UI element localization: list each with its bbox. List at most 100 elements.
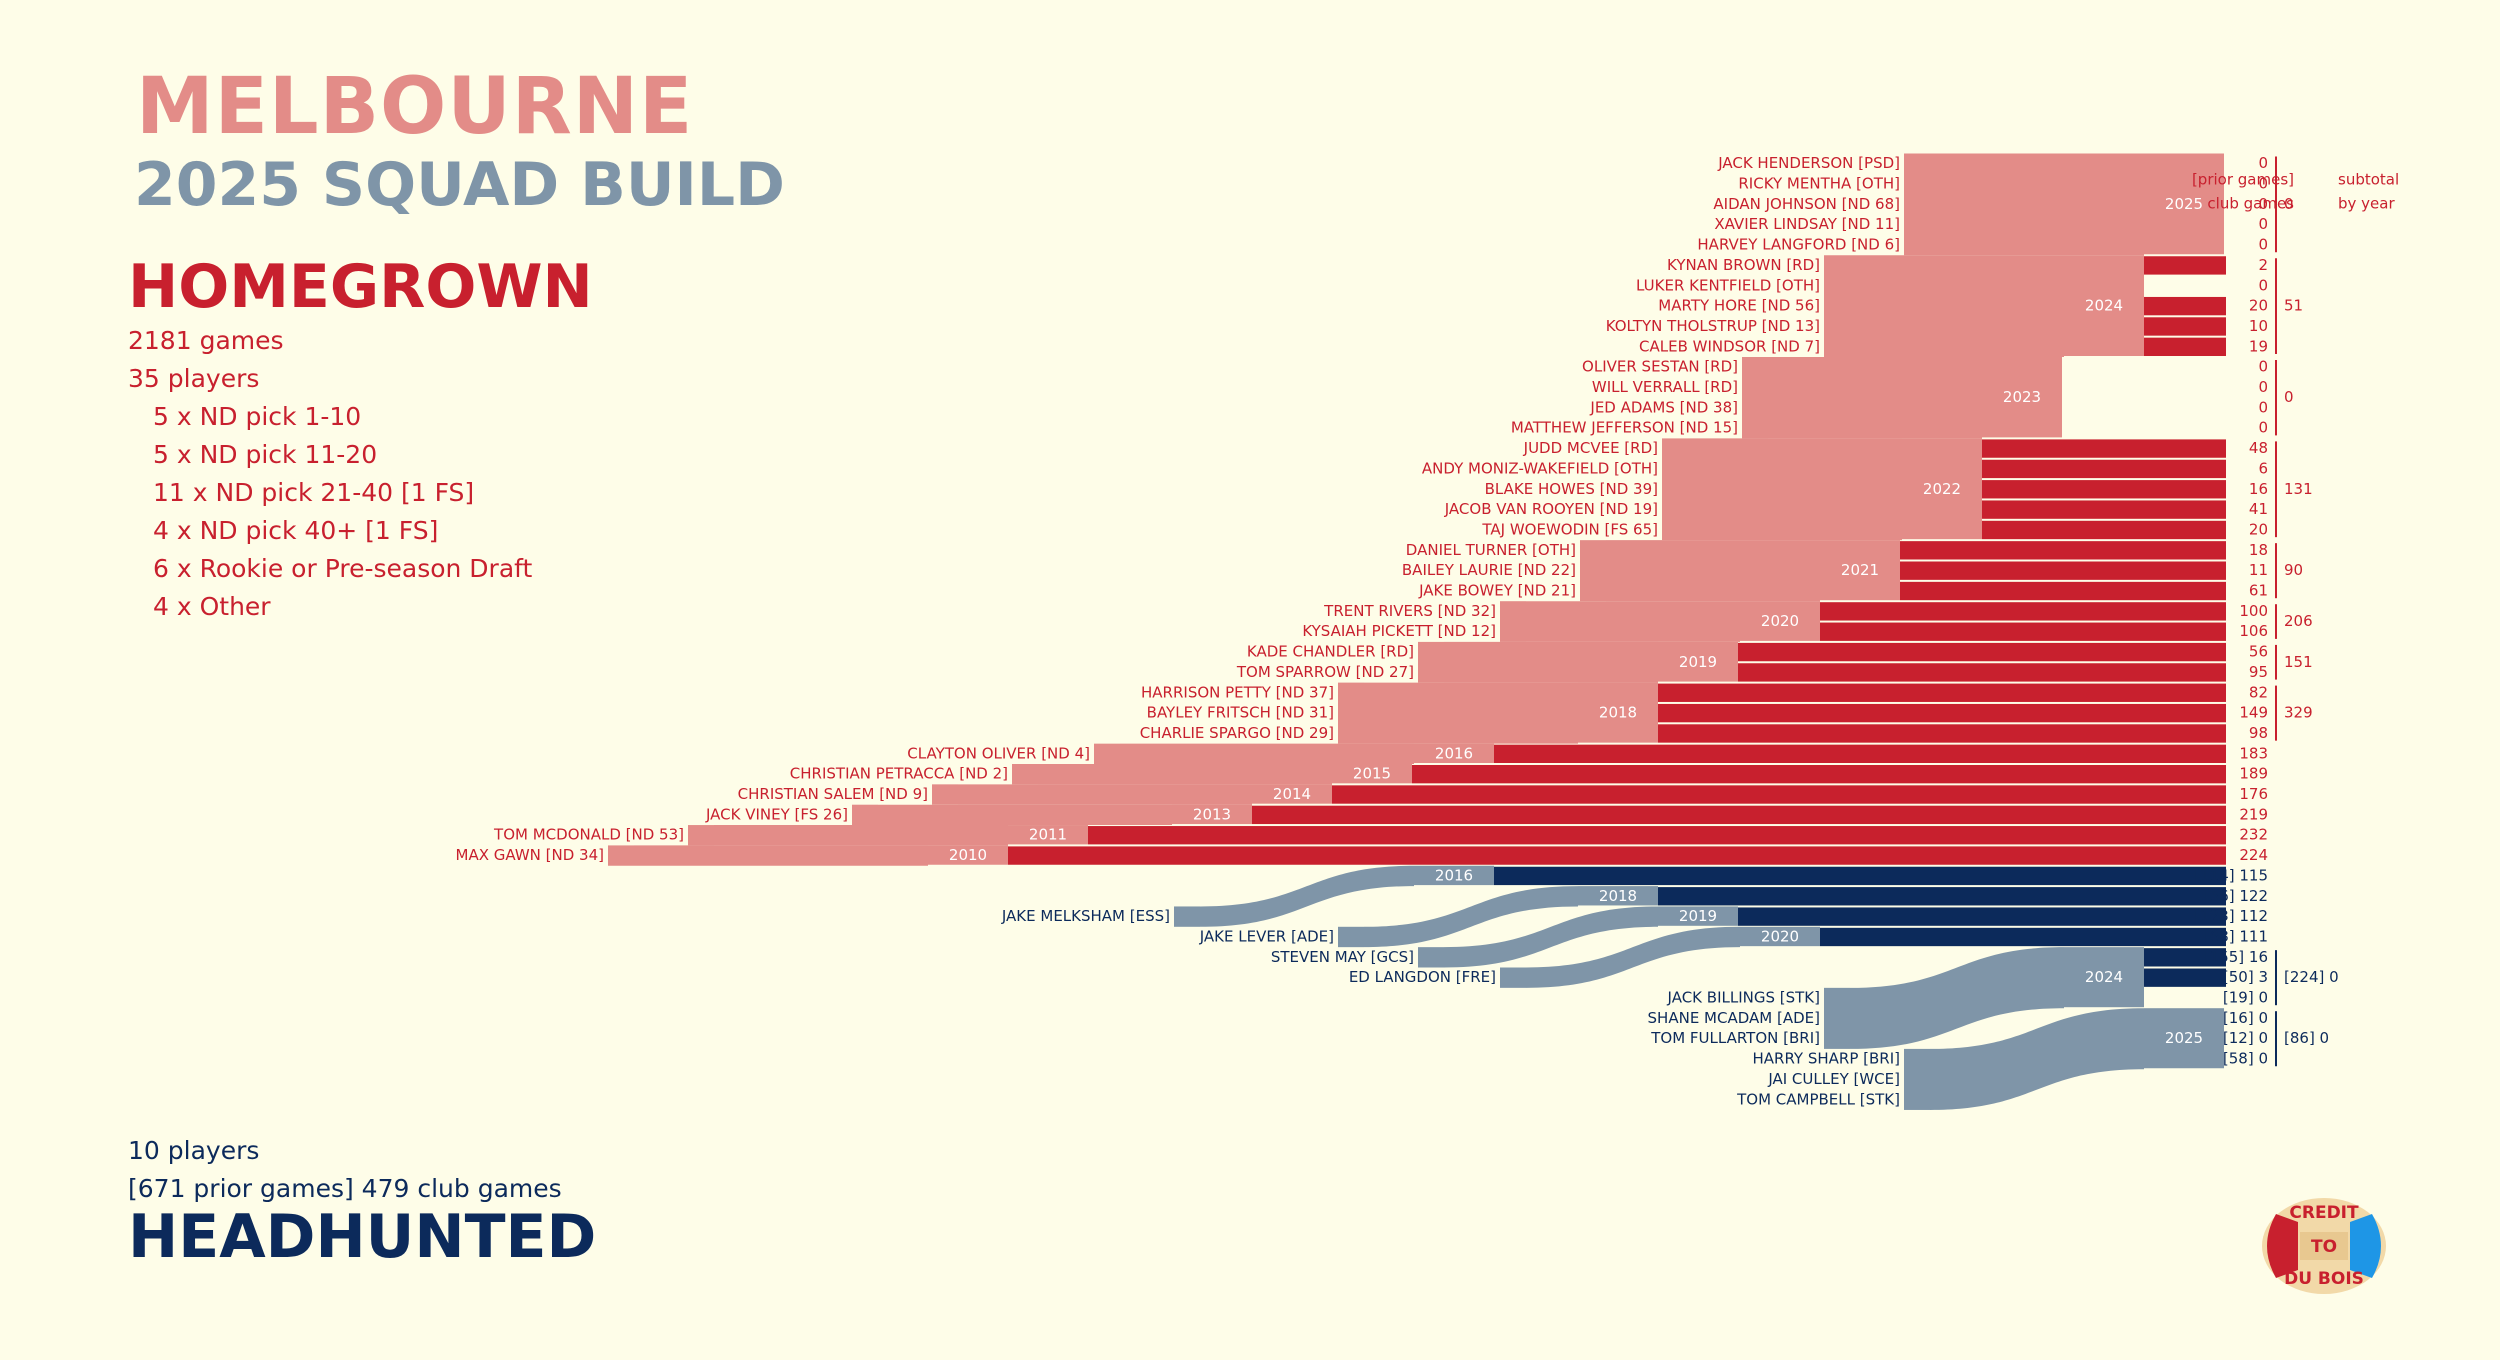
homegrown-flow	[878, 804, 1172, 826]
homegrown-breakdown-item: 6 x Rookie or Pre-season Draft	[153, 554, 533, 583]
club-games-value: 2	[2258, 256, 2268, 274]
prior-and-club-games: [68] 111	[2204, 927, 2268, 945]
player-label: JAKE MELKSHAM [ESS]	[1001, 907, 1170, 925]
year-node	[1658, 641, 1738, 682]
headhunted-flow	[1930, 1008, 2144, 1110]
games-bar	[1900, 581, 2226, 601]
player-label: KYSAIAH PICKETT [ND 12]	[1302, 622, 1496, 640]
year-node	[1578, 886, 1658, 906]
player-label: WILL VERRALL [RD]	[1592, 378, 1738, 396]
games-bar	[1494, 744, 2226, 763]
player-label: RICKY MENTHA [OTH]	[1738, 175, 1900, 193]
games-bar	[1982, 480, 2226, 499]
year-node	[1902, 438, 1982, 540]
player-label: STEVEN MAY [GCS]	[1271, 948, 1414, 966]
games-bar	[1820, 622, 2226, 641]
games-bar	[2144, 317, 2226, 336]
club-games-value: 48	[2249, 439, 2268, 457]
flow-layer	[608, 153, 2144, 1110]
year-node	[1414, 865, 1494, 886]
title-club: MELBOURNE	[136, 62, 694, 152]
games-bar	[2144, 337, 2226, 356]
headhunted-flow	[1364, 886, 1578, 948]
homegrown-flow	[1526, 601, 1740, 642]
club-games-value: 18	[2249, 541, 2268, 559]
prior-and-club-games: [16] 0	[2223, 1009, 2268, 1027]
subtotal-value: 0	[2284, 195, 2294, 213]
games-bar	[2144, 948, 2226, 967]
year-node	[928, 845, 1008, 865]
flow-source	[932, 784, 958, 805]
headhunted-players: 10 players	[128, 1136, 260, 1165]
headhunted-flow	[1526, 926, 1740, 988]
flow-source	[1500, 601, 1526, 642]
flow-source	[1904, 1048, 1930, 1110]
subtotal-value: 329	[2284, 704, 2313, 722]
title-subtitle: 2025 SQUAD BUILD	[134, 150, 785, 220]
year-node	[2064, 947, 2144, 1008]
homegrown-breakdown-item: 4 x Other	[153, 592, 271, 621]
player-label: KYNAN BROWN [RD]	[1667, 256, 1820, 274]
club-games-value: 0	[2258, 358, 2268, 376]
homegrown-flow	[634, 845, 928, 866]
player-label: JACK BILLINGS [STK]	[1667, 989, 1820, 1007]
club-games-value: 0	[2258, 419, 2268, 437]
subtotal-value: 131	[2284, 480, 2313, 498]
games-bar	[1982, 500, 2226, 519]
games-bar	[2144, 968, 2226, 987]
homegrown-heading: HOMEGROWN	[128, 252, 593, 322]
games-bar	[1982, 520, 2226, 540]
player-label: ANDY MONIZ-WAKEFIELD [OTH]	[1422, 459, 1658, 477]
flow-source	[1904, 153, 1930, 256]
logo-right-shape	[2350, 1214, 2381, 1278]
games-bar	[1332, 785, 2226, 804]
prior-and-club-games: [58] 0	[2223, 1050, 2268, 1068]
player-label: XAVIER LINDSAY [ND 11]	[1714, 215, 1900, 233]
games-bar	[1738, 907, 2226, 926]
logo-text-du-bois: DU BOIS	[2284, 1269, 2364, 1289]
year-label: 2020	[1761, 927, 1799, 945]
homegrown-flow	[1768, 357, 1982, 439]
year-label: 2025	[2165, 195, 2203, 213]
flow-source	[1338, 926, 1364, 948]
column-header-by-year: by year	[2338, 195, 2395, 213]
player-label: JACK VINEY [FS 26]	[705, 805, 848, 823]
player-label: CHRISTIAN PETRACCA [ND 2]	[790, 765, 1008, 783]
year-node	[1658, 906, 1738, 926]
year-label: 2024	[2085, 297, 2123, 315]
year-node	[1414, 743, 1494, 763]
player-label: KADE CHANDLER [RD]	[1247, 643, 1414, 661]
club-games-value: 0	[2258, 195, 2268, 213]
club-games-value: 219	[2239, 805, 2268, 823]
homegrown-flow	[1444, 641, 1658, 683]
player-label: TOM SPARROW [ND 27]	[1236, 663, 1414, 681]
flow-source	[1824, 255, 1850, 357]
games-bar	[1738, 663, 2226, 682]
player-label: CALEB WINDSOR [ND 7]	[1639, 337, 1820, 355]
column-header-club: club games	[2207, 195, 2294, 213]
year-label: 2020	[1761, 612, 1799, 630]
games-bar	[2144, 256, 2226, 275]
player-label: KOLTYN THOLSTRUP [ND 13]	[1606, 317, 1820, 335]
year-label: 2013	[1193, 805, 1231, 823]
year-node	[1008, 825, 1088, 845]
games-bar	[2144, 296, 2226, 316]
year-node	[1172, 804, 1252, 825]
flow-source	[1418, 641, 1444, 683]
homegrown-flow	[1606, 540, 1820, 602]
club-games-value: 0	[2258, 154, 2268, 172]
club-games-value: 0	[2258, 398, 2268, 416]
club-games-value: 224	[2239, 846, 2268, 864]
year-node	[2064, 255, 2144, 356]
homegrown-flow	[1038, 764, 1332, 785]
homegrown-games: 2181 games	[128, 326, 284, 355]
subtotal-value: [224] 0	[2284, 968, 2339, 986]
headhunted-stats: 10 players [671 prior games] 479 club ga…	[128, 1132, 562, 1208]
headhunted-flow	[1444, 906, 1658, 968]
headhunted-flow	[1200, 865, 1414, 927]
games-bar	[1738, 642, 2226, 662]
player-label: JAI CULLEY [WCE]	[1767, 1070, 1900, 1088]
club-games-value: 95	[2249, 663, 2268, 681]
games-bar	[1900, 541, 2226, 560]
year-node	[1578, 682, 1658, 743]
